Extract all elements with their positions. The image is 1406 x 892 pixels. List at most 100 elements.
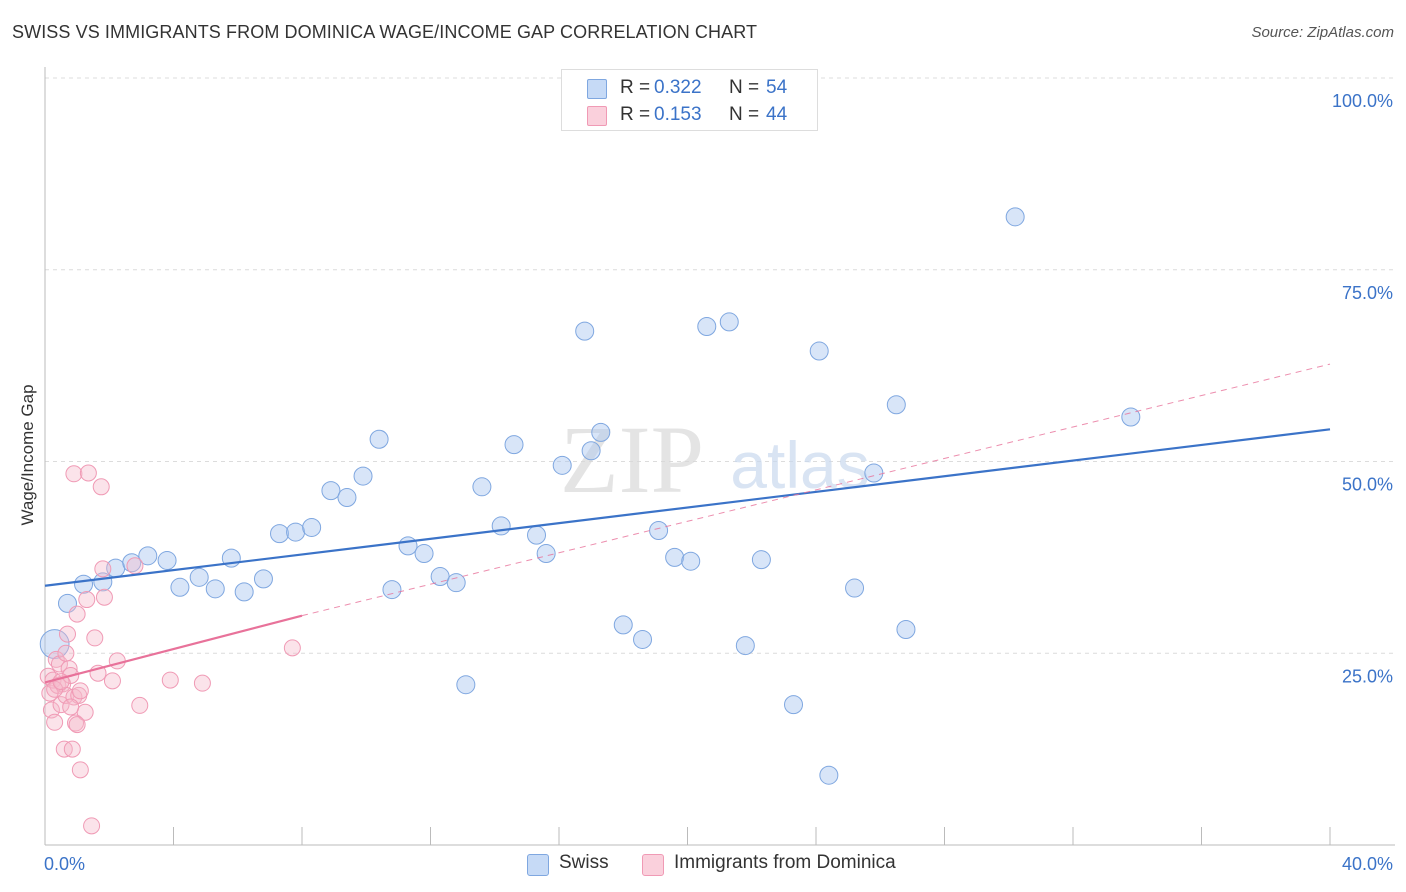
x-tick-label: 40.0%	[1342, 854, 1393, 874]
n-value: 54	[766, 77, 788, 98]
tick-labels: 25.0% 50.0% 75.0% 100.0% 0.0% 40.0%	[44, 91, 1393, 874]
swiss-point	[633, 629, 653, 649]
swiss-point	[886, 395, 906, 415]
dominica-point	[71, 761, 89, 779]
swiss-point	[681, 551, 701, 571]
swiss-point	[1005, 207, 1025, 227]
dominica-trend-line	[44, 614, 303, 684]
swiss-point	[896, 619, 916, 639]
stats-row-swiss: R = 0.322 N = 54	[562, 74, 817, 100]
swiss-point	[784, 695, 804, 715]
swiss-point	[504, 435, 524, 455]
dominica-point	[57, 644, 75, 662]
swiss-point	[697, 317, 717, 337]
dominica-trend-extension	[301, 363, 1331, 617]
swiss-point	[649, 521, 669, 541]
dominica-point	[62, 698, 80, 716]
swiss-point	[456, 675, 476, 695]
legend-label: Immigrants from Dominica	[674, 852, 896, 873]
swiss-point	[189, 567, 209, 587]
data-points	[39, 207, 1141, 835]
swiss-point	[809, 341, 829, 361]
dominica-point	[63, 740, 81, 758]
swiss-point	[864, 463, 884, 483]
swiss-point	[1121, 407, 1141, 427]
swiss-point	[491, 516, 511, 536]
swiss-point	[446, 573, 466, 593]
x-tick-label: 0.0%	[44, 854, 85, 874]
dominica-point	[71, 682, 89, 700]
swiss-point	[270, 524, 290, 544]
swiss-trend-line	[44, 428, 1331, 587]
dominica-point	[161, 671, 179, 689]
swiss-point	[536, 544, 556, 564]
stats-row-dominica: R = 0.153 N = 44	[562, 101, 817, 127]
swiss-point	[382, 580, 402, 600]
dominica-point	[103, 672, 121, 690]
series-legend: Swiss Immigrants from Dominica	[0, 852, 1406, 878]
swiss-point	[751, 550, 771, 570]
swiss-point	[398, 536, 418, 556]
y-axis-label: Wage/Income Gap	[18, 384, 37, 526]
r-value: 0.153	[654, 104, 702, 125]
stats-legend: R = 0.322 N = 54 R = 0.153 N = 44	[561, 69, 818, 131]
y-tick-label: 50.0%	[1342, 475, 1393, 495]
n-label: N =	[729, 77, 760, 98]
dominica-point	[92, 478, 110, 496]
dominica-swatch	[587, 106, 607, 126]
swiss-point	[719, 312, 739, 332]
swiss-point	[286, 522, 306, 542]
swiss-point	[205, 579, 225, 599]
swiss-point	[253, 569, 273, 589]
dominica-point	[126, 557, 144, 575]
dominica-point	[78, 591, 96, 609]
swiss-point	[157, 550, 177, 570]
dominica-point	[108, 652, 126, 670]
watermark-zip: ZIP	[560, 406, 704, 513]
gridlines	[45, 77, 1395, 654]
dominica-point	[58, 625, 76, 643]
r-label: R =	[620, 77, 651, 98]
swiss-point	[170, 577, 190, 597]
dominica-point	[79, 464, 97, 482]
swiss-point	[337, 488, 357, 508]
swiss-point	[302, 517, 322, 537]
y-tick-label: 75.0%	[1342, 283, 1393, 303]
swiss-point	[575, 321, 595, 341]
dominica-swatch	[642, 854, 664, 876]
dominica-point	[94, 560, 112, 578]
swiss-point	[39, 629, 70, 659]
swiss-point	[527, 525, 547, 545]
swiss-point	[430, 567, 450, 587]
swiss-point	[591, 422, 611, 442]
swiss-point	[819, 765, 839, 785]
swiss-point	[138, 546, 158, 566]
swiss-point	[74, 574, 94, 594]
watermark: ZIP atlas	[560, 406, 870, 513]
dominica-point	[283, 639, 301, 657]
chart-title: SWISS VS IMMIGRANTS FROM DOMINICA WAGE/I…	[12, 22, 758, 42]
swiss-point	[353, 466, 373, 486]
swiss-point	[735, 636, 755, 656]
swiss-swatch	[527, 854, 549, 876]
swiss-point	[234, 582, 254, 602]
watermark-atlas: atlas	[730, 428, 869, 502]
dominica-point	[86, 629, 104, 647]
dominica-point	[65, 465, 83, 483]
swiss-point	[369, 429, 389, 449]
y-tick-label: 100.0%	[1332, 91, 1393, 111]
dominica-point	[50, 655, 68, 673]
axes	[44, 67, 1395, 846]
dominica-point	[83, 817, 101, 835]
swiss-point	[581, 441, 601, 461]
n-value: 44	[766, 104, 788, 125]
swiss-point	[321, 481, 341, 501]
swiss-point	[613, 615, 633, 635]
y-tick-label: 25.0%	[1342, 666, 1393, 686]
dominica-point	[131, 696, 149, 714]
r-value: 0.322	[654, 77, 702, 98]
swiss-point	[665, 547, 685, 567]
dominica-point	[68, 716, 86, 734]
legend-label: Swiss	[559, 852, 609, 873]
